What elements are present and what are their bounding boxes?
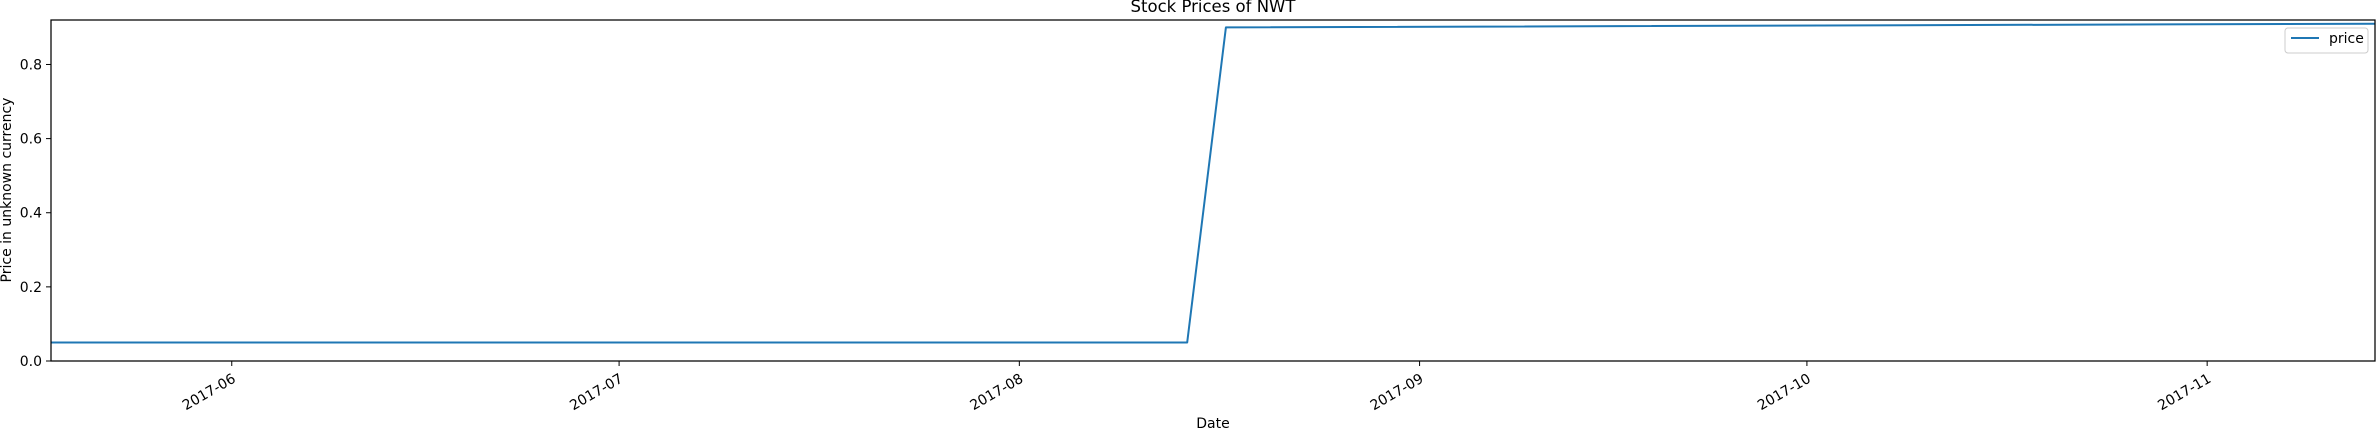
series-layer bbox=[51, 22, 2376, 344]
plot-frame bbox=[50, 19, 2376, 362]
x-tick-label: 2017-10 bbox=[1755, 371, 1814, 414]
x-axis-label: Date bbox=[1196, 416, 1229, 430]
legend: price bbox=[2284, 27, 2369, 54]
y-tick-label: 0.0 bbox=[20, 354, 42, 370]
y-tick-label: 0.4 bbox=[20, 206, 42, 222]
y-axis-label: Price in unknown currency bbox=[0, 98, 15, 283]
x-tick-label: 2017-06 bbox=[180, 371, 239, 414]
x-tick-label: 2017-07 bbox=[567, 371, 626, 414]
series-line-price bbox=[51, 22, 2376, 344]
chart-title: Stock Prices of NWT bbox=[1131, 0, 1297, 16]
plot-area bbox=[50, 19, 2376, 362]
y-axis-ticks: 0.0 0.2 0.4 0.6 0.8 bbox=[20, 57, 51, 370]
y-tick-label: 0.2 bbox=[20, 280, 42, 296]
x-tick-label: 2017-11 bbox=[2155, 371, 2214, 414]
legend-label-price: price bbox=[2329, 31, 2364, 47]
y-tick-label: 0.6 bbox=[20, 132, 42, 148]
y-tick-label: 0.8 bbox=[20, 57, 42, 73]
x-tick-label: 2017-08 bbox=[967, 371, 1026, 414]
x-axis-ticks: 2017-06 2017-07 2017-08 2017-09 2017-10 2017-… bbox=[180, 361, 2214, 414]
legend-box bbox=[2284, 27, 2369, 54]
x-tick-label: 2017-09 bbox=[1368, 371, 1427, 414]
